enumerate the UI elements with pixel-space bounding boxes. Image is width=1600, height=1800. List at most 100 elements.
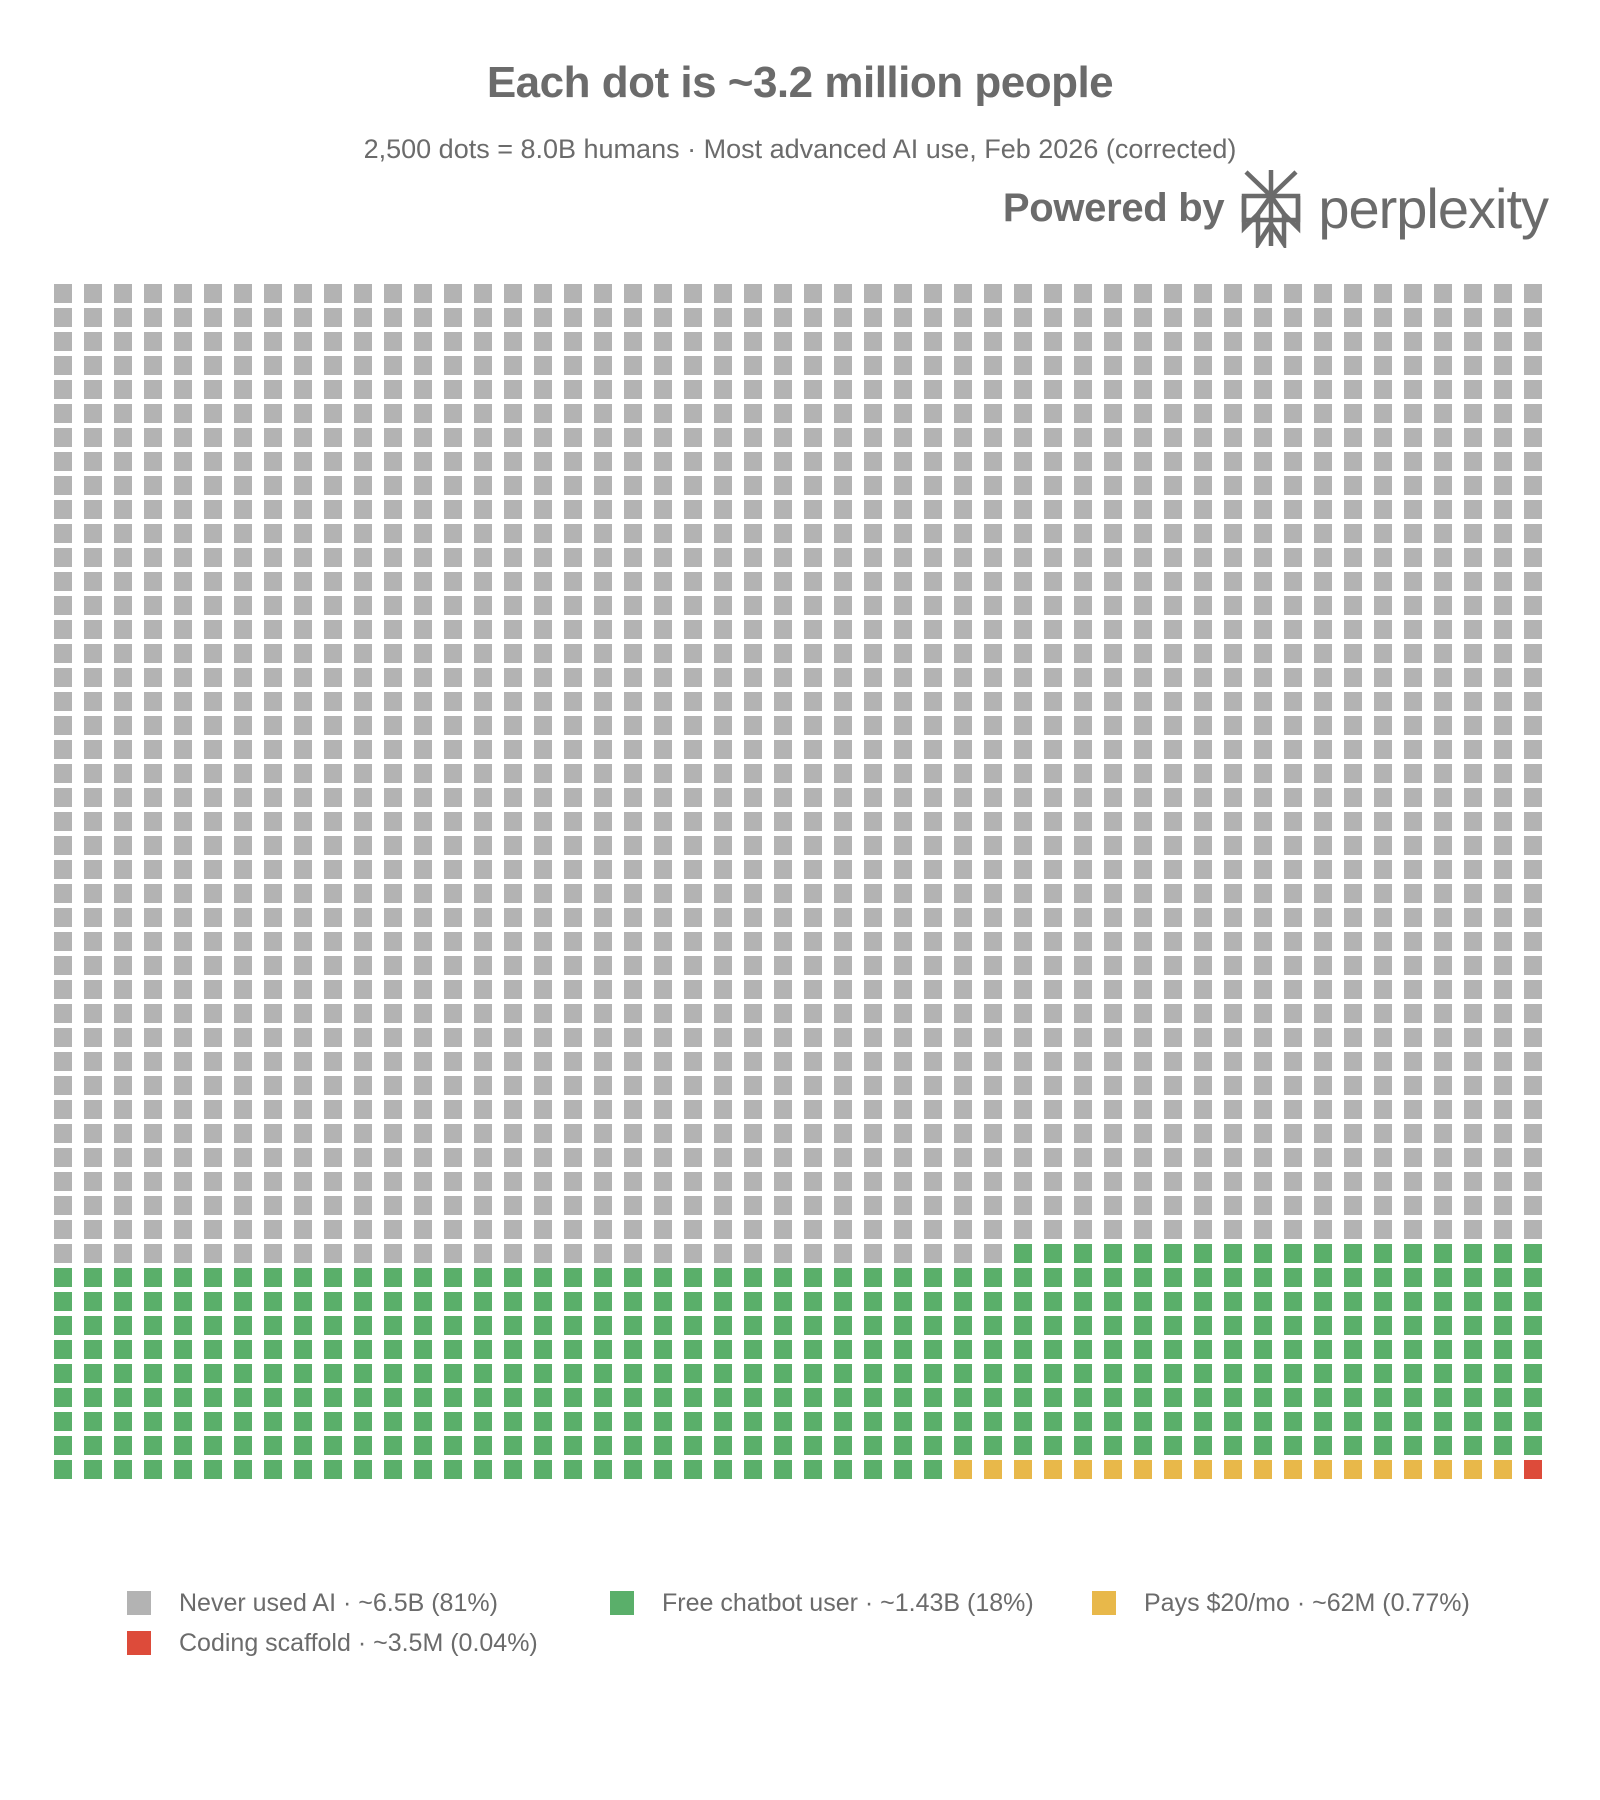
waffle-dot-free — [234, 1292, 252, 1311]
waffle-dot-never — [744, 1244, 762, 1263]
waffle-dot-free — [744, 1436, 762, 1455]
waffle-dot-never — [1494, 308, 1512, 327]
waffle-dot-never — [1194, 356, 1212, 375]
waffle-dot-free — [1494, 1244, 1512, 1263]
waffle-dot-never — [54, 500, 72, 519]
waffle-dot-never — [144, 884, 162, 903]
waffle-dot-never — [294, 500, 312, 519]
waffle-dot-never — [1014, 1172, 1032, 1191]
waffle-dot-never — [594, 308, 612, 327]
waffle-dot-never — [1404, 836, 1422, 855]
waffle-dot-free — [834, 1268, 852, 1287]
waffle-dot-free — [234, 1388, 252, 1407]
waffle-dot-never — [144, 572, 162, 591]
waffle-dot-never — [594, 788, 612, 807]
waffle-dot-never — [1014, 788, 1032, 807]
waffle-dot-never — [984, 452, 1002, 471]
waffle-dot-never — [1134, 428, 1152, 447]
waffle-dot-never — [1374, 1076, 1392, 1095]
waffle-dot-free — [204, 1292, 222, 1311]
waffle-dot-never — [774, 1124, 792, 1143]
waffle-dot-never — [414, 284, 432, 303]
waffle-dot-never — [1374, 284, 1392, 303]
waffle-dot-never — [1014, 668, 1032, 687]
waffle-dot-never — [1314, 452, 1332, 471]
waffle-dot-never — [1074, 380, 1092, 399]
waffle-dot-never — [984, 284, 1002, 303]
waffle-dot-never — [1254, 596, 1272, 615]
waffle-dot-never — [1494, 428, 1512, 447]
waffle-dot-never — [474, 812, 492, 831]
waffle-dot-never — [804, 380, 822, 399]
waffle-dot-free — [654, 1268, 672, 1287]
waffle-dot-never — [1074, 980, 1092, 999]
waffle-dot-never — [1074, 716, 1092, 735]
waffle-dot-never — [1164, 740, 1182, 759]
waffle-dot-never — [174, 908, 192, 927]
waffle-dot-never — [744, 764, 762, 783]
waffle-dot-never — [1314, 812, 1332, 831]
waffle-dot-never — [444, 812, 462, 831]
waffle-dot-never — [1374, 380, 1392, 399]
waffle-dot-never — [1074, 1004, 1092, 1023]
waffle-dot-never — [984, 764, 1002, 783]
waffle-dot-never — [1134, 620, 1152, 639]
waffle-dot-never — [414, 500, 432, 519]
waffle-dot-never — [1434, 812, 1452, 831]
waffle-dot-never — [414, 1124, 432, 1143]
waffle-dot-never — [774, 764, 792, 783]
waffle-dot-never — [954, 932, 972, 951]
waffle-dot-never — [564, 1148, 582, 1167]
waffle-dot-never — [54, 692, 72, 711]
waffle-dot-never — [834, 1172, 852, 1191]
waffle-dot-never — [774, 836, 792, 855]
waffle-dot-never — [114, 1124, 132, 1143]
waffle-dot-never — [804, 284, 822, 303]
waffle-dot-never — [894, 1172, 912, 1191]
waffle-dot-never — [1284, 764, 1302, 783]
waffle-dot-free — [954, 1364, 972, 1383]
waffle-dot-never — [264, 1076, 282, 1095]
waffle-dot-free — [714, 1364, 732, 1383]
waffle-dot-never — [204, 308, 222, 327]
waffle-dot-free — [264, 1436, 282, 1455]
waffle-dot-never — [744, 380, 762, 399]
waffle-dot-never — [1494, 1196, 1512, 1215]
waffle-dot-never — [1104, 1220, 1122, 1239]
waffle-dot-never — [804, 1244, 822, 1263]
waffle-dot-never — [1434, 740, 1452, 759]
waffle-dot-free — [144, 1268, 162, 1287]
waffle-dot-free — [624, 1364, 642, 1383]
waffle-dot-never — [204, 1100, 222, 1119]
waffle-dot-free — [774, 1316, 792, 1335]
waffle-dot-free — [1374, 1364, 1392, 1383]
waffle-dot-never — [804, 956, 822, 975]
waffle-dot-never — [1524, 1220, 1542, 1239]
waffle-dot-never — [1044, 428, 1062, 447]
waffle-dot-free — [1254, 1316, 1272, 1335]
waffle-dot-never — [744, 356, 762, 375]
waffle-dot-free — [1494, 1340, 1512, 1359]
waffle-dot-never — [1404, 596, 1422, 615]
waffle-dot-never — [1464, 644, 1482, 663]
waffle-dot-free — [504, 1340, 522, 1359]
waffle-dot-free — [1194, 1268, 1212, 1287]
waffle-dot-never — [864, 1244, 882, 1263]
waffle-dot-never — [84, 788, 102, 807]
waffle-dot-never — [414, 1076, 432, 1095]
waffle-dot-never — [894, 356, 912, 375]
waffle-dot-never — [204, 932, 222, 951]
waffle-dot-never — [834, 1148, 852, 1167]
waffle-dot-never — [1254, 860, 1272, 879]
waffle-dot-never — [864, 1052, 882, 1071]
waffle-dot-never — [594, 716, 612, 735]
waffle-dot-never — [264, 452, 282, 471]
waffle-dot-never — [1344, 812, 1362, 831]
waffle-dot-never — [504, 356, 522, 375]
waffle-dot-never — [864, 452, 882, 471]
waffle-dot-never — [744, 668, 762, 687]
waffle-dot-never — [384, 932, 402, 951]
waffle-dot-free — [204, 1436, 222, 1455]
waffle-dot-never — [864, 764, 882, 783]
waffle-dot-never — [1014, 836, 1032, 855]
